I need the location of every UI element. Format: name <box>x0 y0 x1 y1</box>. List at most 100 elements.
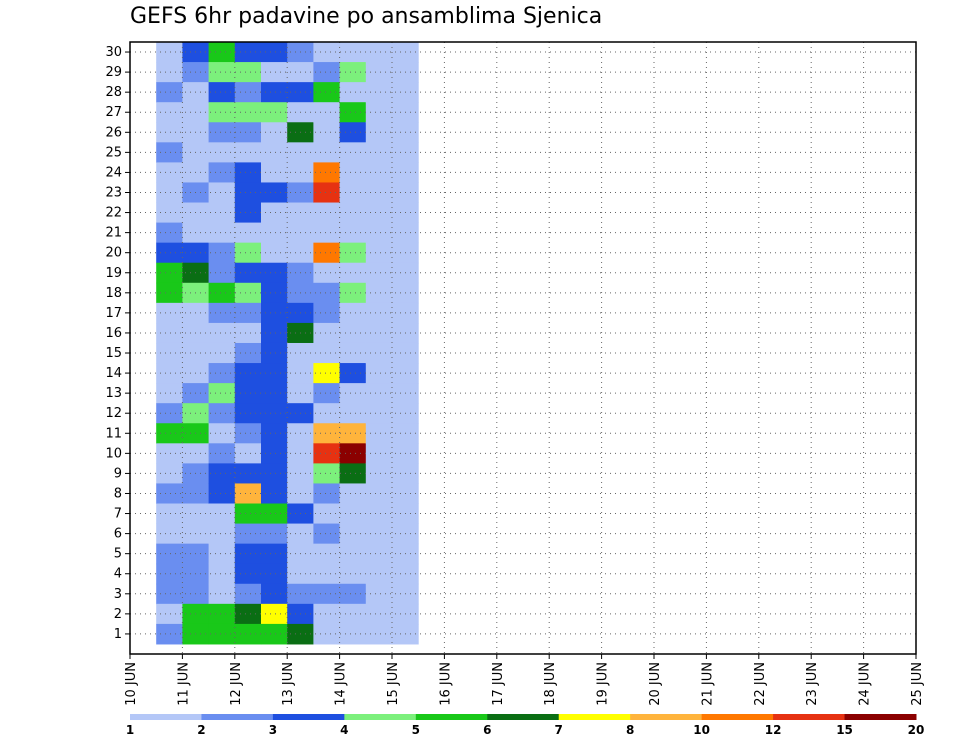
heatmap-cell <box>208 363 236 384</box>
heatmap-cell <box>234 483 262 505</box>
heatmap-cell <box>365 282 393 304</box>
heatmap-cell <box>313 443 341 464</box>
heatmap-cell <box>261 383 288 404</box>
heatmap-cell <box>365 82 393 103</box>
heatmap-cell <box>365 543 393 565</box>
heatmap-cell <box>208 383 236 404</box>
x-tick-label: 12 JUN <box>229 662 244 706</box>
heatmap-cell <box>208 62 236 83</box>
heatmap-cell <box>339 483 367 505</box>
y-tick-label: 22 <box>105 206 122 221</box>
heatmap-cell <box>313 202 341 224</box>
colorbar-label: 20 <box>908 723 925 737</box>
heatmap-cell <box>261 463 288 484</box>
colorbar-segment <box>201 714 274 720</box>
heatmap-cell <box>234 603 262 625</box>
heatmap-cell <box>208 142 236 163</box>
heatmap-cell <box>234 162 262 183</box>
heatmap-cell <box>234 503 262 525</box>
heatmap-cell <box>261 182 288 204</box>
heatmap-cell <box>365 363 393 384</box>
heatmap-cell <box>339 242 367 264</box>
colorbar-label: 6 <box>483 723 491 737</box>
heatmap-cell <box>313 142 341 163</box>
heatmap-cell <box>261 222 288 244</box>
heatmap-cell <box>365 423 393 444</box>
heatmap-cell <box>313 563 341 585</box>
heatmap-cell <box>261 443 288 464</box>
heatmap-cell <box>156 403 183 424</box>
colorbar-label: 2 <box>197 723 205 737</box>
y-tick-label: 5 <box>114 547 122 562</box>
heatmap-cell <box>313 583 341 605</box>
y-tick-label: 13 <box>105 386 122 401</box>
heatmap-cell <box>208 42 236 63</box>
colorbar-label: 4 <box>340 723 348 737</box>
heatmap-cell <box>365 383 393 404</box>
heatmap-cell <box>261 403 288 424</box>
heatmap-cell <box>234 42 262 63</box>
heatmap-cell <box>234 403 262 424</box>
heatmap-cell <box>339 523 367 545</box>
heatmap-cell <box>339 282 367 304</box>
heatmap-cell <box>156 42 183 63</box>
heatmap-cell <box>261 623 288 645</box>
colorbar-segment <box>701 714 774 720</box>
heatmap-cell <box>313 383 341 404</box>
heatmap-cell <box>313 242 341 264</box>
heatmap-cell <box>339 603 367 625</box>
heatmap-cell <box>208 583 236 605</box>
heatmap-cell <box>234 443 262 464</box>
heatmap-cell <box>261 202 288 224</box>
heatmap-cell <box>365 342 393 364</box>
heatmap-cell <box>234 583 262 605</box>
heatmap-cell <box>208 262 236 284</box>
heatmap-cell <box>339 162 367 183</box>
heatmap-cell <box>261 262 288 284</box>
heatmap-cell <box>208 483 236 505</box>
heatmap-cell <box>234 242 262 264</box>
heatmap-cell <box>234 62 262 83</box>
heatmap-cell <box>156 583 183 605</box>
heatmap-cell <box>234 202 262 224</box>
heatmap-cell <box>365 42 393 63</box>
y-tick-label: 9 <box>114 466 122 481</box>
heatmap-cell <box>234 102 262 123</box>
heatmap-cell <box>339 262 367 284</box>
x-tick-label: 25 JUN <box>910 662 925 706</box>
x-tick-label: 13 JUN <box>281 662 296 706</box>
heatmap-cell <box>156 162 183 183</box>
heatmap-cell <box>234 383 262 404</box>
heatmap-cell <box>261 322 288 344</box>
colorbar-segment <box>487 714 560 720</box>
x-tick-label: 20 JUN <box>648 662 663 706</box>
heatmap-cell <box>261 363 288 384</box>
colorbar-label: 7 <box>555 723 563 737</box>
heatmap-cell <box>365 403 393 424</box>
y-tick-label: 19 <box>105 266 122 281</box>
heatmap-cell <box>313 342 341 364</box>
heatmap-cell <box>234 363 262 384</box>
heatmap-cell <box>365 523 393 545</box>
heatmap-cell <box>261 82 288 103</box>
heatmap-cell <box>339 82 367 103</box>
colorbar-segment <box>415 714 488 720</box>
heatmap-cell <box>339 142 367 163</box>
y-tick-label: 11 <box>105 426 122 441</box>
heatmap-cell <box>234 623 262 645</box>
heatmap-cell <box>156 423 183 444</box>
heatmap-cell <box>234 463 262 484</box>
heatmap-cell <box>339 423 367 444</box>
heatmap-cell <box>339 102 367 123</box>
heatmap-cell <box>261 523 288 545</box>
heatmap-cell <box>339 403 367 424</box>
heatmap-cell <box>313 543 341 565</box>
heatmap-cell <box>234 342 262 364</box>
colorbar-label: 15 <box>836 723 853 737</box>
heatmap-cell <box>156 142 183 163</box>
heatmap-cell <box>261 302 288 324</box>
heatmap-cell <box>156 122 183 143</box>
heatmap-cell <box>208 122 236 143</box>
heatmap-cell <box>313 62 341 83</box>
heatmap-cell <box>234 523 262 545</box>
